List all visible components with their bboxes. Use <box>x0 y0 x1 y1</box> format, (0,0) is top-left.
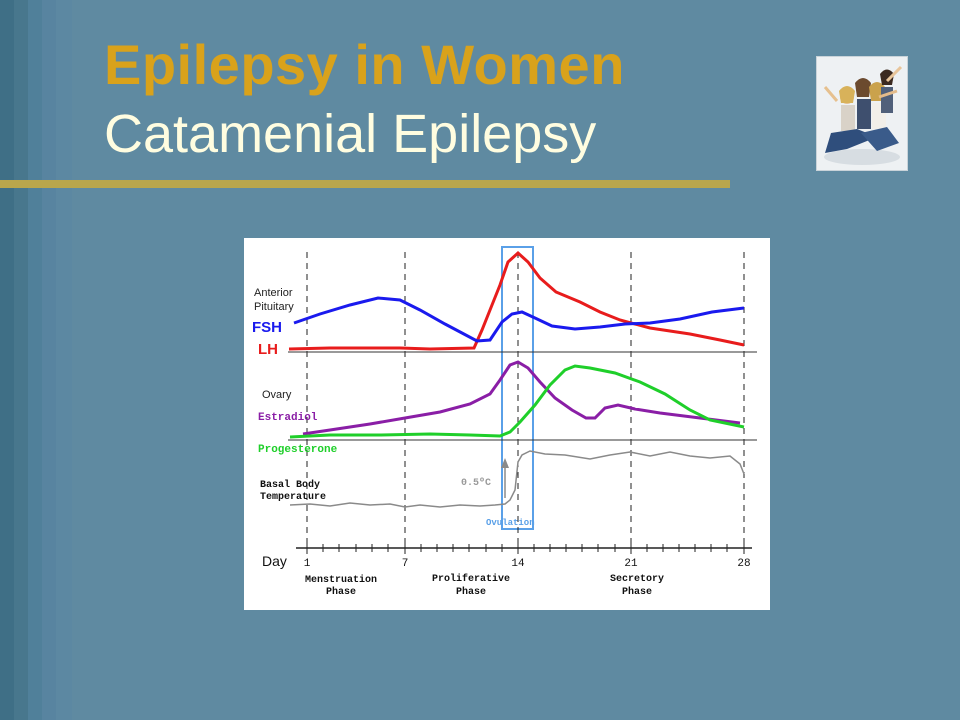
cycle-diagram-svg: Anterior Pituitary FSH LH Ovary Estradio… <box>252 246 757 598</box>
label-progesterone: Progesterone <box>258 444 338 456</box>
phase-secretory-line2: Phase <box>622 586 652 598</box>
slide-title: Epilepsy in Women <box>104 33 625 96</box>
group-of-women-photo <box>816 56 908 171</box>
label-anterior: Anterior <box>254 287 293 299</box>
temp-rise-arrowhead <box>501 458 509 468</box>
day-gridlines <box>306 252 745 548</box>
label-estradiol: Estradiol <box>258 412 318 424</box>
menstrual-cycle-diagram: Anterior Pituitary FSH LH Ovary Estradio… <box>244 238 770 610</box>
label-bbt-line1: Basal Body <box>260 479 320 491</box>
label-lh: LH <box>258 341 278 358</box>
day-tick-28: 28 <box>737 558 750 570</box>
label-fsh: FSH <box>252 319 282 336</box>
label-day: Day <box>262 553 287 569</box>
day-tick-14: 14 <box>511 558 525 570</box>
estradiol-curve <box>302 360 741 436</box>
phase-proliferative-line1: Proliferative <box>432 573 510 585</box>
bbt-curve <box>289 450 745 508</box>
photo-illustration <box>817 57 907 170</box>
label-temp-rise: 0.5ºC <box>461 478 491 489</box>
fsh-curve <box>293 296 745 343</box>
label-pituitary: Pituitary <box>254 301 294 313</box>
progesterone-curve <box>289 364 745 439</box>
day-tick-7: 7 <box>402 558 409 570</box>
phase-secretory-line1: Secretory <box>610 574 664 585</box>
label-ovary: Ovary <box>262 389 292 401</box>
slide-subtitle: Catamenial Epilepsy <box>104 104 597 164</box>
day-axis-ticks <box>306 542 745 554</box>
lh-curve <box>288 250 745 351</box>
day-tick-21: 21 <box>624 558 638 570</box>
label-ovulation: Ovulation <box>486 518 535 528</box>
label-bbt-line2: Temperature <box>260 492 326 503</box>
phase-proliferative-line2: Phase <box>456 586 486 598</box>
day-tick-1: 1 <box>304 558 311 570</box>
phase-menstruation-line2: Phase <box>326 586 356 598</box>
phase-menstruation-line1: Menstruation <box>305 574 377 586</box>
left-stripe-decoration <box>0 0 72 720</box>
title-divider <box>0 180 730 188</box>
